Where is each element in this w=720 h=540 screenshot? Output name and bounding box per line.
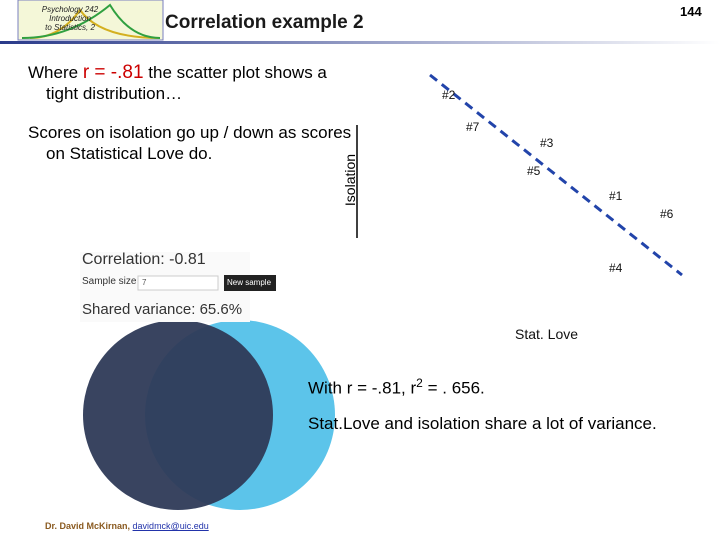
point-label: #3 [540, 136, 554, 150]
highlight: r = -.81 [82, 62, 144, 83]
text: Where [28, 63, 79, 82]
text: With r = -.81, r [308, 378, 417, 398]
text: = . 656. [427, 378, 485, 398]
x-axis-label: Stat. Love [515, 326, 579, 342]
author: Dr. David McKirnan, [45, 521, 131, 531]
point-label: #4 [609, 261, 623, 275]
summary-formula: With r = -.81, r2 = . 656. [308, 376, 485, 399]
bullet: Where r = -.81 the scatter plot shows a … [28, 62, 346, 104]
logo-line: Introduction [49, 14, 91, 23]
email-link[interactable]: davidmck@uic.edu [132, 521, 209, 531]
text: the scatter plot shows a tight distribut… [46, 63, 327, 103]
logo-line: Psychology 242 [41, 5, 99, 14]
input-box [137, 275, 219, 291]
superscript: 2 [416, 376, 423, 390]
point-label: #2 [442, 88, 456, 102]
app-shared: Shared variance: 65.6% [82, 301, 243, 318]
logo-text: Psychology 242 Introduction to Statistic… [20, 5, 120, 32]
logo-curve [21, 3, 161, 39]
title: Correlation example 2 [165, 12, 364, 33]
footer: Dr. David McKirnan, davidmck@uic.edu [45, 521, 209, 531]
app-label: Sample size [82, 276, 137, 287]
point-label: #1 [609, 189, 623, 203]
button [224, 275, 276, 291]
trend-line [429, 73, 683, 277]
app-input[interactable]: 7 [142, 278, 147, 287]
venn-circle [83, 320, 273, 510]
page-number: 144 [680, 4, 702, 19]
bullet: Scores on isolation go up / down as scor… [28, 123, 352, 163]
logo-line: to Statistics, 2 [45, 23, 95, 32]
point-label: #6 [660, 207, 674, 221]
summary-text: Stat.Love and isolation share a lot of v… [308, 414, 657, 433]
app-correlation: Correlation: -0.81 [82, 251, 206, 268]
point-label: #5 [527, 164, 541, 178]
app-button[interactable]: New sample [227, 278, 272, 287]
y-axis-label: Isolation [342, 153, 358, 207]
header-rule [0, 41, 720, 44]
point-label: #7 [466, 120, 480, 134]
